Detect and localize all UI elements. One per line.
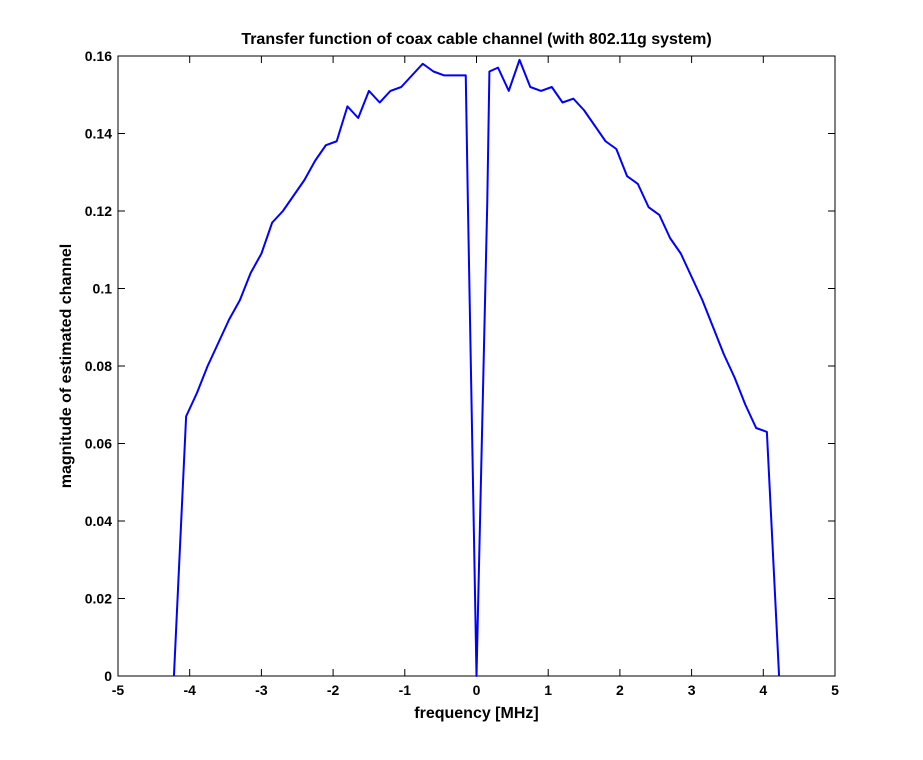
- chart-title: Transfer function of coax cable channel …: [241, 31, 711, 48]
- x-tick-label: -3: [255, 682, 268, 698]
- y-tick-labels: 0 0.02 0.04 0.06 0.08 0.1 0.12 0.14 0.16: [85, 48, 112, 684]
- x-axis-label: frequency [MHz]: [414, 705, 538, 722]
- x-tick-label: 2: [616, 682, 624, 698]
- y-tick-label: 0.06: [85, 436, 112, 452]
- x-tick-label: 3: [688, 682, 696, 698]
- x-tick-label: -4: [183, 682, 196, 698]
- x-tick-label: 0: [473, 682, 481, 698]
- x-tick-label: -5: [112, 682, 125, 698]
- y-tick-label: 0.12: [85, 203, 112, 219]
- x-tick-labels: -5 -4 -3 -2 -1 0 1 2 3 4 5: [112, 682, 839, 698]
- x-tick-label: -2: [327, 682, 340, 698]
- y-axis-label: magnitude of estimated channel: [58, 244, 75, 488]
- y-tick-label: 0.04: [85, 513, 112, 529]
- y-tick-label: 0.08: [85, 358, 112, 374]
- plot-area: [117, 55, 836, 677]
- y-tick-label: 0.1: [93, 281, 113, 297]
- y-tick-label: 0.14: [85, 126, 112, 142]
- y-tick-label: 0: [104, 668, 112, 684]
- x-tick-label: -1: [399, 682, 412, 698]
- x-tick-label: 4: [759, 682, 767, 698]
- x-tick-label: 1: [544, 682, 552, 698]
- y-tick-label: 0.16: [85, 48, 112, 64]
- series-line: [172, 58, 781, 677]
- x-tick-label: 5: [831, 682, 839, 698]
- y-tick-label: 0.02: [85, 591, 112, 607]
